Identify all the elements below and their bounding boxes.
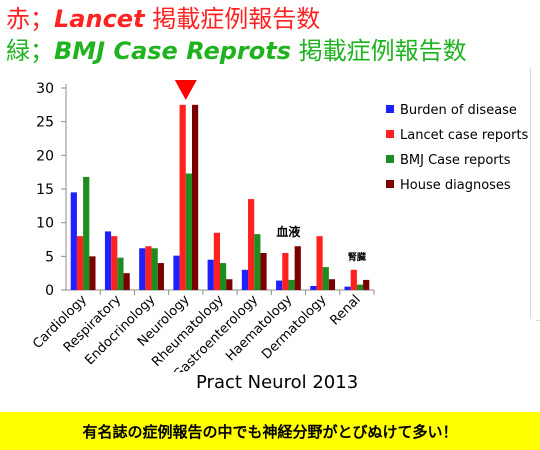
bar (70, 192, 77, 290)
bar (173, 255, 180, 290)
bar (139, 248, 146, 290)
bar (288, 279, 295, 290)
bar (123, 273, 130, 290)
legend-label: House diagnoses (400, 178, 511, 193)
side-divider (530, 68, 531, 318)
bar (83, 176, 90, 290)
y-tick-label: 5 (45, 249, 54, 265)
bar (260, 252, 267, 290)
bar (89, 256, 96, 290)
footer-text: 有名誌の症例報告の中でも神経分野がとびぬけて多い！ (82, 422, 458, 441)
legend-label: BMJ Case reports (400, 153, 511, 168)
bar (282, 252, 289, 290)
bar (310, 285, 317, 290)
bar (191, 104, 199, 290)
y-tick-label: 30 (36, 81, 54, 97)
header-line-lancet-suffix: 掲載症例報告数 (144, 5, 321, 33)
y-tick-label: 20 (36, 148, 54, 164)
header-line-bmj-prefix: 緑； (6, 37, 54, 65)
annotation-label: 血液 (276, 224, 300, 239)
bar (117, 257, 124, 290)
bar (151, 248, 158, 290)
legend-swatch (386, 155, 394, 163)
bar-chart: 051015202530CardiologyRespiratoryEndocri… (30, 80, 529, 372)
bar (276, 280, 283, 290)
y-tick-label: 0 (45, 283, 54, 299)
bar (344, 286, 351, 290)
bar (363, 279, 370, 290)
bar (213, 232, 220, 290)
header-line-lancet: 赤；Lancet 掲載症例報告数 (6, 4, 320, 34)
legend-label: Burden of disease (400, 103, 517, 118)
highlight-marker (174, 80, 197, 100)
bar (254, 234, 261, 290)
legend-label: Lancet case reports (400, 128, 529, 143)
bar (157, 263, 164, 290)
bar (220, 263, 227, 290)
bar (350, 269, 357, 290)
legend-swatch (386, 105, 394, 113)
bar (179, 104, 186, 290)
bar (185, 173, 192, 290)
bar (328, 279, 336, 290)
bar (241, 269, 249, 290)
legend-swatch (386, 180, 394, 188)
y-tick-label: 25 (36, 115, 54, 131)
legend-swatch (386, 130, 394, 138)
y-tick-label: 10 (36, 216, 54, 232)
bar (207, 259, 214, 290)
footer-banner: 有名誌の症例報告の中でも神経分野がとびぬけて多い！ (0, 412, 540, 450)
x-tick-label: Renal (327, 292, 363, 328)
side-divider-tick (536, 320, 540, 321)
citation: Pract Neurol 2013 (196, 372, 359, 393)
bar (145, 246, 152, 290)
header-line-lancet-journal: Lancet (54, 5, 145, 33)
bar (322, 267, 329, 290)
bar (316, 236, 323, 290)
bar (226, 279, 233, 290)
y-tick-label: 15 (36, 182, 54, 198)
bar (248, 199, 255, 290)
bar (111, 236, 118, 290)
header-line-bmj: 緑；BMJ Case Reprots 掲載症例報告数 (6, 36, 467, 66)
header-line-bmj-journal: BMJ Case Reprots (54, 37, 292, 65)
bar (76, 236, 84, 290)
header-line-bmj-suffix: 掲載症例報告数 (291, 37, 467, 65)
bar (294, 246, 301, 290)
annotation-label: 腎臓 (348, 251, 366, 263)
bar (356, 284, 364, 290)
header-line-lancet-prefix: 赤； (6, 5, 54, 33)
bar (104, 231, 112, 290)
